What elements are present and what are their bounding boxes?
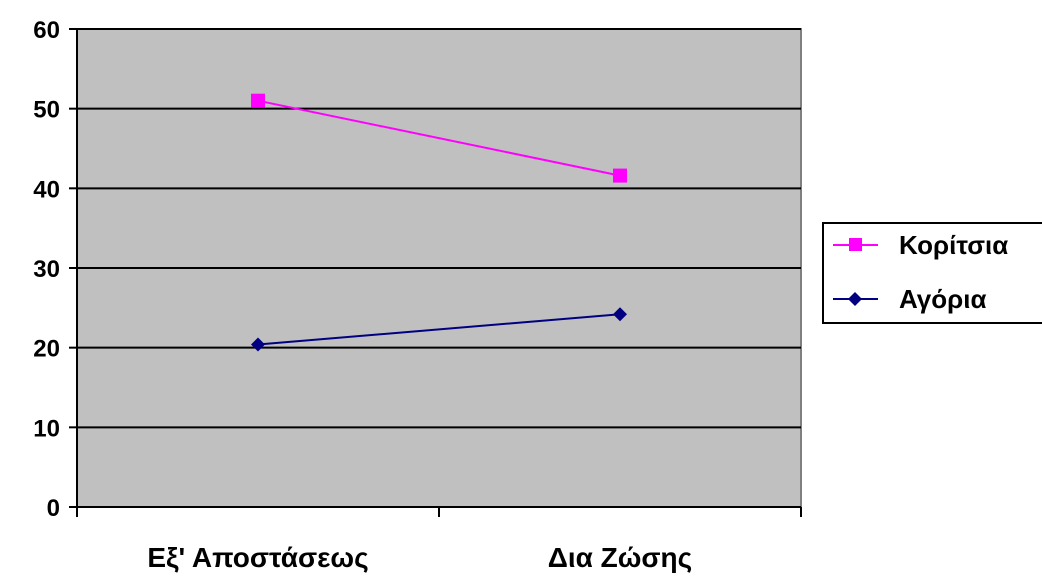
legend: Κορίτσια Αγόρια (822, 222, 1042, 324)
series-line-1 (257, 313, 621, 346)
gridlines (77, 28, 801, 429)
legend-marker-agoria (848, 292, 862, 306)
data-point-0-1 (613, 168, 627, 183)
y-axis-ticks: 0 10 20 30 40 50 60 (33, 17, 77, 522)
y-tick-label-60: 60 (33, 17, 60, 44)
y-tick-label-30: 30 (33, 256, 60, 283)
data-point-1-1 (613, 307, 627, 322)
y-tick-label-10: 10 (33, 415, 60, 442)
y-tick-label-50: 50 (33, 97, 60, 124)
series-0 (251, 93, 627, 183)
series-layer (251, 93, 627, 352)
legend-label-agoria: Αγόρια (899, 284, 986, 314)
legend-marker-koritsia (849, 238, 862, 251)
x-axis-ticks: Εξ' Αποστάσεως Δια Ζώσης (76, 507, 802, 573)
series-line-0 (257, 99, 621, 177)
y-tick-label-20: 20 (33, 336, 60, 363)
y-tick-label-0: 0 (47, 495, 60, 522)
legend-label-koritsia: Κορίτσια (899, 230, 1008, 260)
y-tick-label-40: 40 (33, 176, 60, 203)
data-point-1-0 (251, 337, 265, 352)
series-1 (251, 307, 627, 352)
x-category-label-0: Εξ' Αποστάσεως (147, 542, 368, 573)
x-category-label-1: Δια Ζώσης (548, 542, 692, 573)
data-point-0-0 (251, 93, 265, 108)
